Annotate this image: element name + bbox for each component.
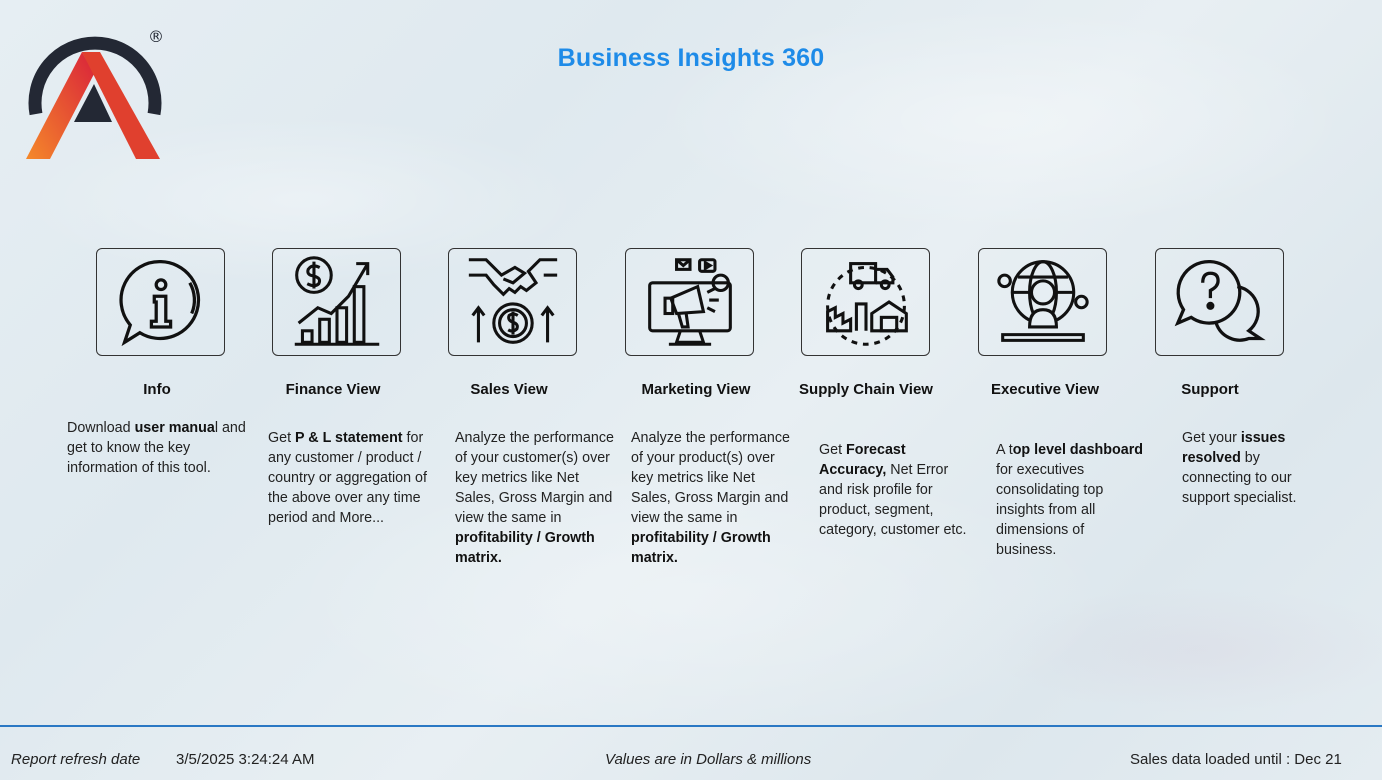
info-tile-button[interactable] <box>96 248 225 356</box>
digital-marketing-megaphone-icon <box>647 258 732 346</box>
executive-view-tile-button[interactable] <box>978 248 1107 356</box>
executive-globe-person-icon <box>996 260 1089 342</box>
marketing-view-tile-button[interactable] <box>625 248 754 356</box>
finance-view-tile-button[interactable] <box>272 248 401 356</box>
finance-growth-chart-icon <box>294 256 379 346</box>
tile-label-supply-chain: Supply Chain View <box>799 381 933 398</box>
marketing-description: Analyze the performance of your product(… <box>631 430 790 566</box>
tile-label-info: Info <box>143 381 171 398</box>
values-unit-note: Values are in Dollars & millions <box>605 751 812 768</box>
refresh-date-value: 3/5/2025 3:24:24 AM <box>176 751 315 768</box>
tile-label-marketing: Marketing View <box>641 381 751 398</box>
supply-chain-truck-warehouse-icon <box>825 262 908 346</box>
sales-data-loaded-until: Sales data loaded until : Dec 21 <box>1130 751 1342 768</box>
handshake-money-icon <box>468 258 557 344</box>
supply-chain-view-tile-button[interactable] <box>801 248 930 356</box>
tile-label-support: Support <box>1181 381 1239 398</box>
refresh-date-label: Report refresh date <box>11 751 141 768</box>
svg-text:®: ® <box>148 27 164 46</box>
sales-description: Analyze the performance of your customer… <box>455 430 614 566</box>
support-question-bubbles-icon <box>1174 260 1266 342</box>
executive-description: A top level dashboard for executives con… <box>996 442 1143 558</box>
info-description: Download user manual and get to know the… <box>67 420 246 476</box>
support-description: Get your issues resolved by connecting t… <box>1182 430 1297 506</box>
footer-divider <box>0 725 1382 727</box>
info-speech-bubble-icon <box>118 260 200 347</box>
tile-label-finance: Finance View <box>285 381 381 398</box>
tile-label-executive: Executive View <box>990 381 1100 398</box>
atliq-logo-icon: ® <box>24 22 166 162</box>
finance-description: Get P & L statement for any customer / p… <box>268 430 427 526</box>
tile-label-sales: Sales View <box>470 381 548 398</box>
support-tile-button[interactable] <box>1155 248 1284 356</box>
supply-chain-description: Get Forecast Accuracy, Net Error and ris… <box>819 442 967 538</box>
sales-view-tile-button[interactable] <box>448 248 577 356</box>
page-title: Business Insights 360 <box>557 44 825 72</box>
